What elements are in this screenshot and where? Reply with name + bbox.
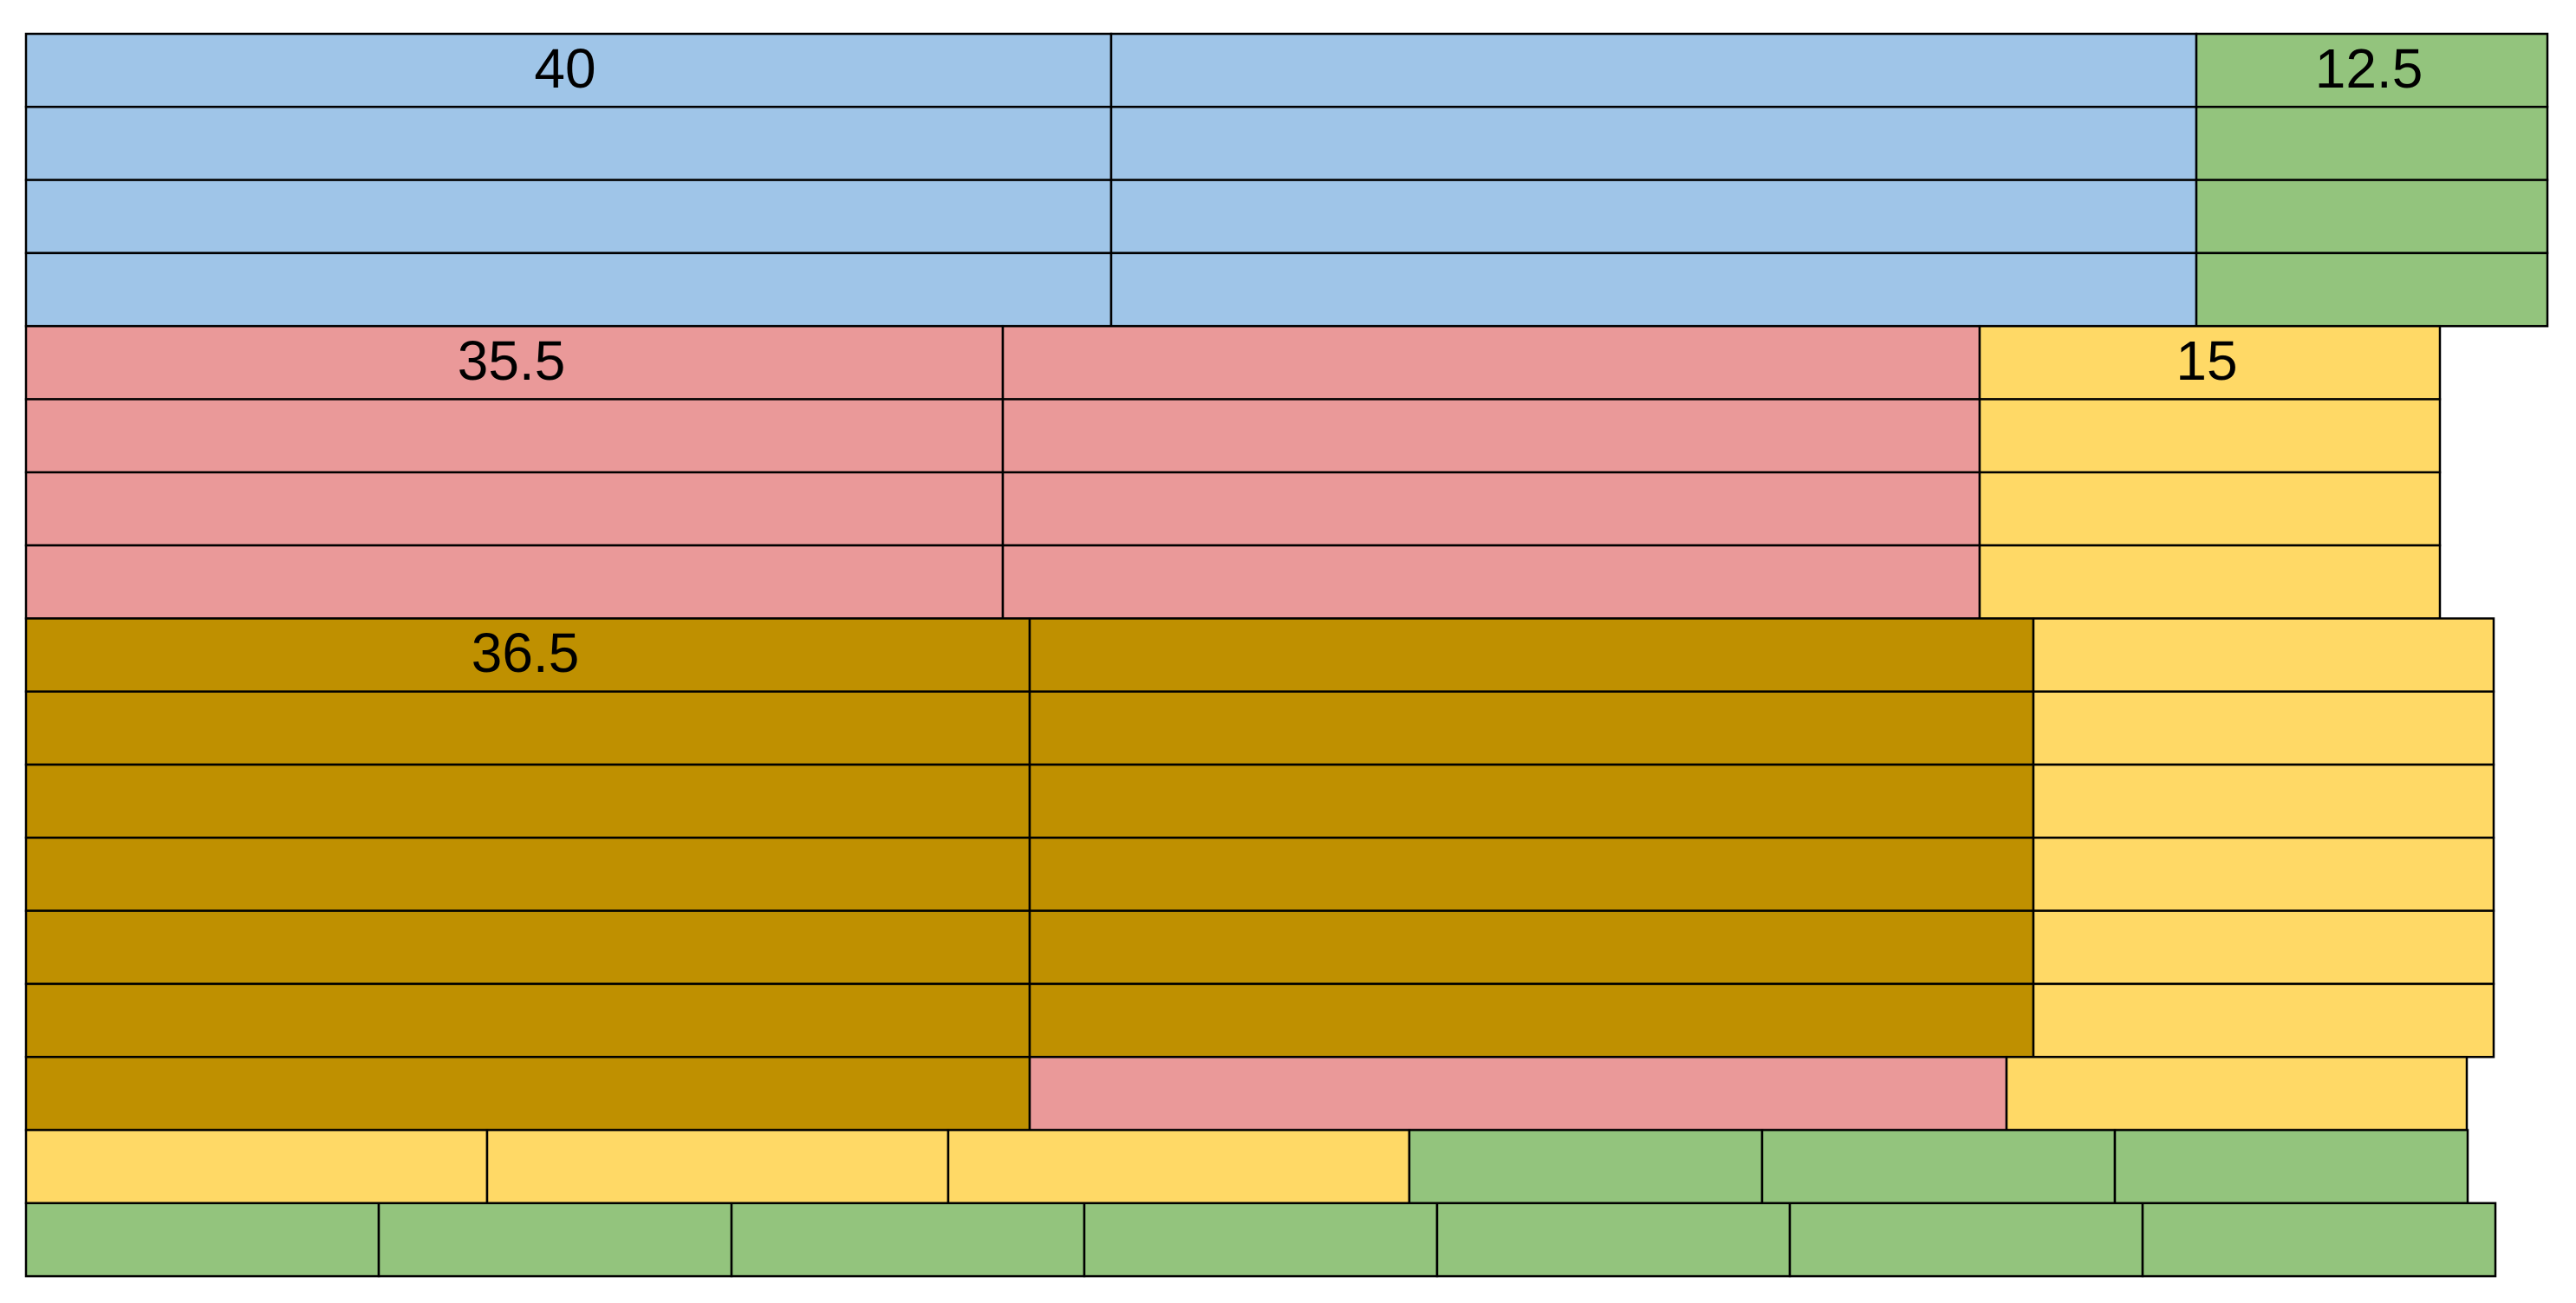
blue-block-r3-c0 (24, 251, 1113, 328)
yellow-block-r8-c2 (2032, 617, 2495, 693)
green-block-r15-c4 (1760, 1129, 2117, 1205)
gold-block-r9-c1 (1028, 690, 2035, 766)
green-block-r16-c4 (1435, 1202, 1792, 1278)
green-block-r16-c0 (24, 1202, 381, 1278)
gold-block-r14-c0 (24, 1055, 1031, 1131)
gold-block-r9-c0 (24, 690, 1031, 766)
pink-block-r5-c1 (1001, 398, 1981, 474)
yellow-block-r15-c0 (24, 1129, 489, 1205)
green-block-r16-c3 (1083, 1202, 1439, 1278)
yellow-block-r15-c2 (946, 1129, 1411, 1205)
blue-block-r3-c1 (1109, 251, 2198, 328)
blue-group-label: 40 (534, 37, 595, 100)
green-block-r16-c2 (730, 1202, 1086, 1278)
gold-block-r11-c1 (1028, 837, 2035, 912)
green-block-r16-c5 (1788, 1202, 2144, 1278)
pink-block-r14-c1 (1028, 1055, 2008, 1131)
green-block-r16-c1 (377, 1202, 733, 1278)
blue-block-r1-c0 (24, 106, 1113, 181)
yellow-block-r7-c2 (1978, 544, 2442, 620)
yellow-block-r5-c2 (1978, 398, 2442, 474)
gold-block-r13-c1 (1028, 982, 2035, 1059)
green-block-r16-c6 (2141, 1202, 2497, 1278)
yellow-block-r10-c2 (2032, 763, 2495, 839)
green-block-r3-c2 (2195, 251, 2549, 328)
gold-block-r8-c1 (1028, 617, 2035, 693)
pink-block-r6-c0 (24, 471, 1005, 547)
blue-block-r1-c1 (1109, 106, 2198, 181)
blue-block-r2-c1 (1109, 179, 2198, 255)
pink-group-label: 35.5 (458, 329, 566, 392)
yellow-block-r13-c2 (2032, 982, 2495, 1059)
green-block-r15-c5 (2113, 1129, 2469, 1205)
pink-block-r4-c0 (24, 324, 1005, 401)
yellow-block-r14-c2 (2005, 1055, 2469, 1131)
gold-block-r12-c1 (1028, 909, 2035, 986)
green-group-label: 12.5 (2315, 37, 2423, 100)
yellow-group-label: 15 (2176, 329, 2237, 392)
yellow-block-r11-c2 (2032, 837, 2495, 912)
gold-group-label: 36.5 (472, 622, 580, 684)
pink-block-r4-c1 (1001, 324, 1981, 401)
green-block-r15-c3 (1408, 1129, 1764, 1205)
yellow-block-r6-c2 (1978, 471, 2442, 547)
pink-block-r5-c0 (24, 398, 1005, 474)
gold-block-r13-c0 (24, 982, 1031, 1059)
yellow-block-r9-c2 (2032, 690, 2495, 766)
green-block-r1-c2 (2195, 106, 2549, 181)
blue-block-r2-c0 (24, 179, 1113, 255)
gold-block-r12-c0 (24, 909, 1031, 986)
yellow-block-r4-c2 (1978, 324, 2442, 401)
block-cells (24, 32, 2549, 1278)
gold-block-r11-c0 (24, 837, 1031, 912)
yellow-block-r15-c1 (485, 1129, 950, 1205)
blue-block-r0-c1 (1109, 32, 2198, 108)
green-block-r0-c2 (2195, 32, 2549, 108)
pink-block-r6-c1 (1001, 471, 1981, 547)
green-block-r2-c2 (2195, 179, 2549, 255)
pink-block-r7-c0 (24, 544, 1005, 620)
yellow-block-r12-c2 (2032, 909, 2495, 986)
blue-block-r0-c0 (24, 32, 1113, 108)
pink-block-r7-c1 (1001, 544, 1981, 620)
block-labels: 40 12.5 35.5 15 36.5 (458, 37, 2423, 684)
gold-block-r10-c0 (24, 763, 1031, 839)
gold-block-r10-c1 (1028, 763, 2035, 839)
